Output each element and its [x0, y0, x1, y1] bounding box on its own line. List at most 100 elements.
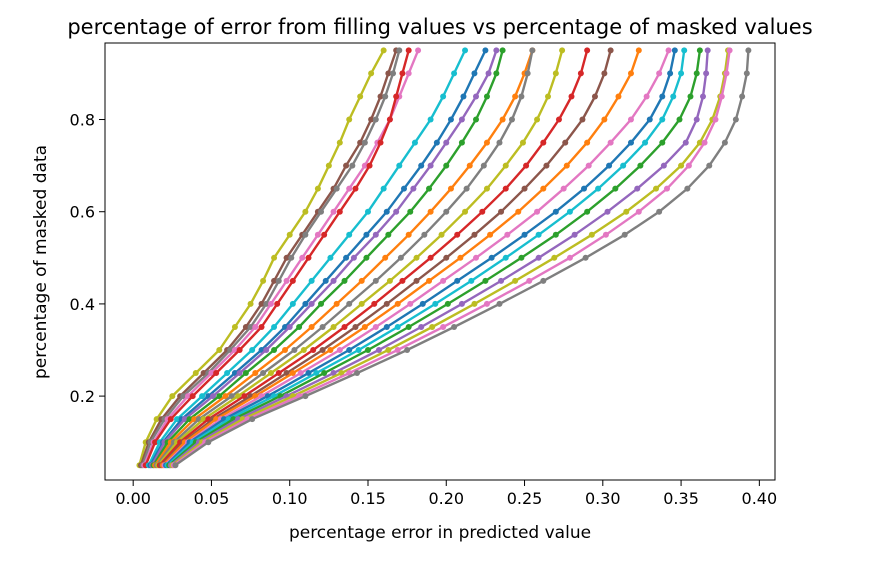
data-point	[346, 116, 353, 123]
data-point	[678, 70, 685, 77]
data-point	[305, 370, 312, 377]
data-point	[181, 416, 188, 423]
data-point	[383, 208, 390, 215]
x-tick-label: 0.10	[272, 489, 308, 508]
series-20	[167, 47, 711, 469]
data-point	[706, 162, 713, 169]
data-point	[302, 231, 309, 238]
data-point	[411, 139, 418, 146]
data-point	[297, 370, 304, 377]
data-point	[358, 277, 365, 284]
data-point	[152, 439, 159, 446]
data-point	[153, 416, 160, 423]
series-6	[145, 47, 469, 469]
data-point	[534, 208, 541, 215]
data-point	[499, 47, 506, 54]
data-point	[739, 93, 746, 100]
data-point	[174, 416, 181, 423]
data-point	[498, 208, 505, 215]
data-point	[552, 70, 559, 77]
series-16	[161, 47, 672, 469]
data-point	[318, 208, 325, 215]
series-12	[155, 47, 566, 469]
data-point	[427, 116, 434, 123]
x-tick-label: 0.40	[742, 489, 778, 508]
series-8	[148, 47, 500, 469]
data-point	[400, 185, 407, 192]
series-14	[158, 47, 614, 469]
data-point	[275, 370, 282, 377]
data-point	[483, 93, 490, 100]
data-point	[333, 300, 340, 307]
data-point	[289, 277, 296, 284]
data-point	[283, 277, 290, 284]
data-point	[336, 347, 343, 354]
data-point	[562, 139, 569, 146]
series-5	[142, 47, 412, 469]
data-point	[263, 347, 270, 354]
data-point	[368, 70, 375, 77]
data-point	[656, 70, 663, 77]
data-point	[368, 116, 375, 123]
data-point	[504, 231, 511, 238]
data-point	[327, 347, 334, 354]
series-9	[150, 47, 506, 469]
data-point	[696, 47, 703, 54]
data-point	[512, 93, 519, 100]
data-point	[584, 208, 591, 215]
data-point	[454, 277, 461, 284]
series-22	[170, 47, 733, 469]
data-point	[372, 277, 379, 284]
data-point	[341, 323, 348, 330]
data-point	[330, 370, 337, 377]
data-point	[479, 208, 486, 215]
series-18	[164, 47, 688, 469]
data-point	[343, 162, 350, 169]
data-point	[330, 277, 337, 284]
data-point	[282, 347, 289, 354]
chart-title: percentage of error from filling values …	[67, 15, 812, 39]
data-point	[394, 347, 401, 354]
data-point	[346, 347, 353, 354]
data-point	[427, 254, 434, 261]
data-point	[252, 370, 259, 377]
data-point	[413, 254, 420, 261]
data-point	[693, 70, 700, 77]
data-point	[582, 254, 589, 261]
data-point	[543, 162, 550, 169]
data-point	[366, 162, 373, 169]
data-point	[352, 185, 359, 192]
data-point	[361, 139, 368, 146]
data-point	[566, 208, 573, 215]
data-point	[721, 139, 728, 146]
data-point	[405, 70, 412, 77]
data-point	[302, 208, 309, 215]
x-tick-label: 0.05	[194, 489, 230, 508]
data-point	[364, 208, 371, 215]
data-point	[471, 231, 478, 238]
x-tick-label: 0.20	[428, 489, 464, 508]
data-point	[299, 254, 306, 261]
data-point	[385, 70, 392, 77]
data-point	[577, 70, 584, 77]
data-point	[671, 47, 678, 54]
data-point	[357, 139, 364, 146]
data-point	[463, 185, 470, 192]
data-point	[535, 254, 542, 261]
data-point	[291, 347, 298, 354]
data-point	[426, 277, 433, 284]
series-15	[159, 47, 642, 469]
data-point	[447, 185, 454, 192]
data-point	[521, 231, 528, 238]
data-point	[386, 277, 393, 284]
data-point	[247, 323, 254, 330]
data-point	[288, 254, 295, 261]
data-point	[426, 185, 433, 192]
data-point	[468, 277, 475, 284]
data-point	[283, 254, 290, 261]
data-point	[236, 347, 243, 354]
data-point	[318, 300, 325, 307]
data-point	[704, 47, 711, 54]
data-point	[519, 139, 526, 146]
data-point	[540, 185, 547, 192]
